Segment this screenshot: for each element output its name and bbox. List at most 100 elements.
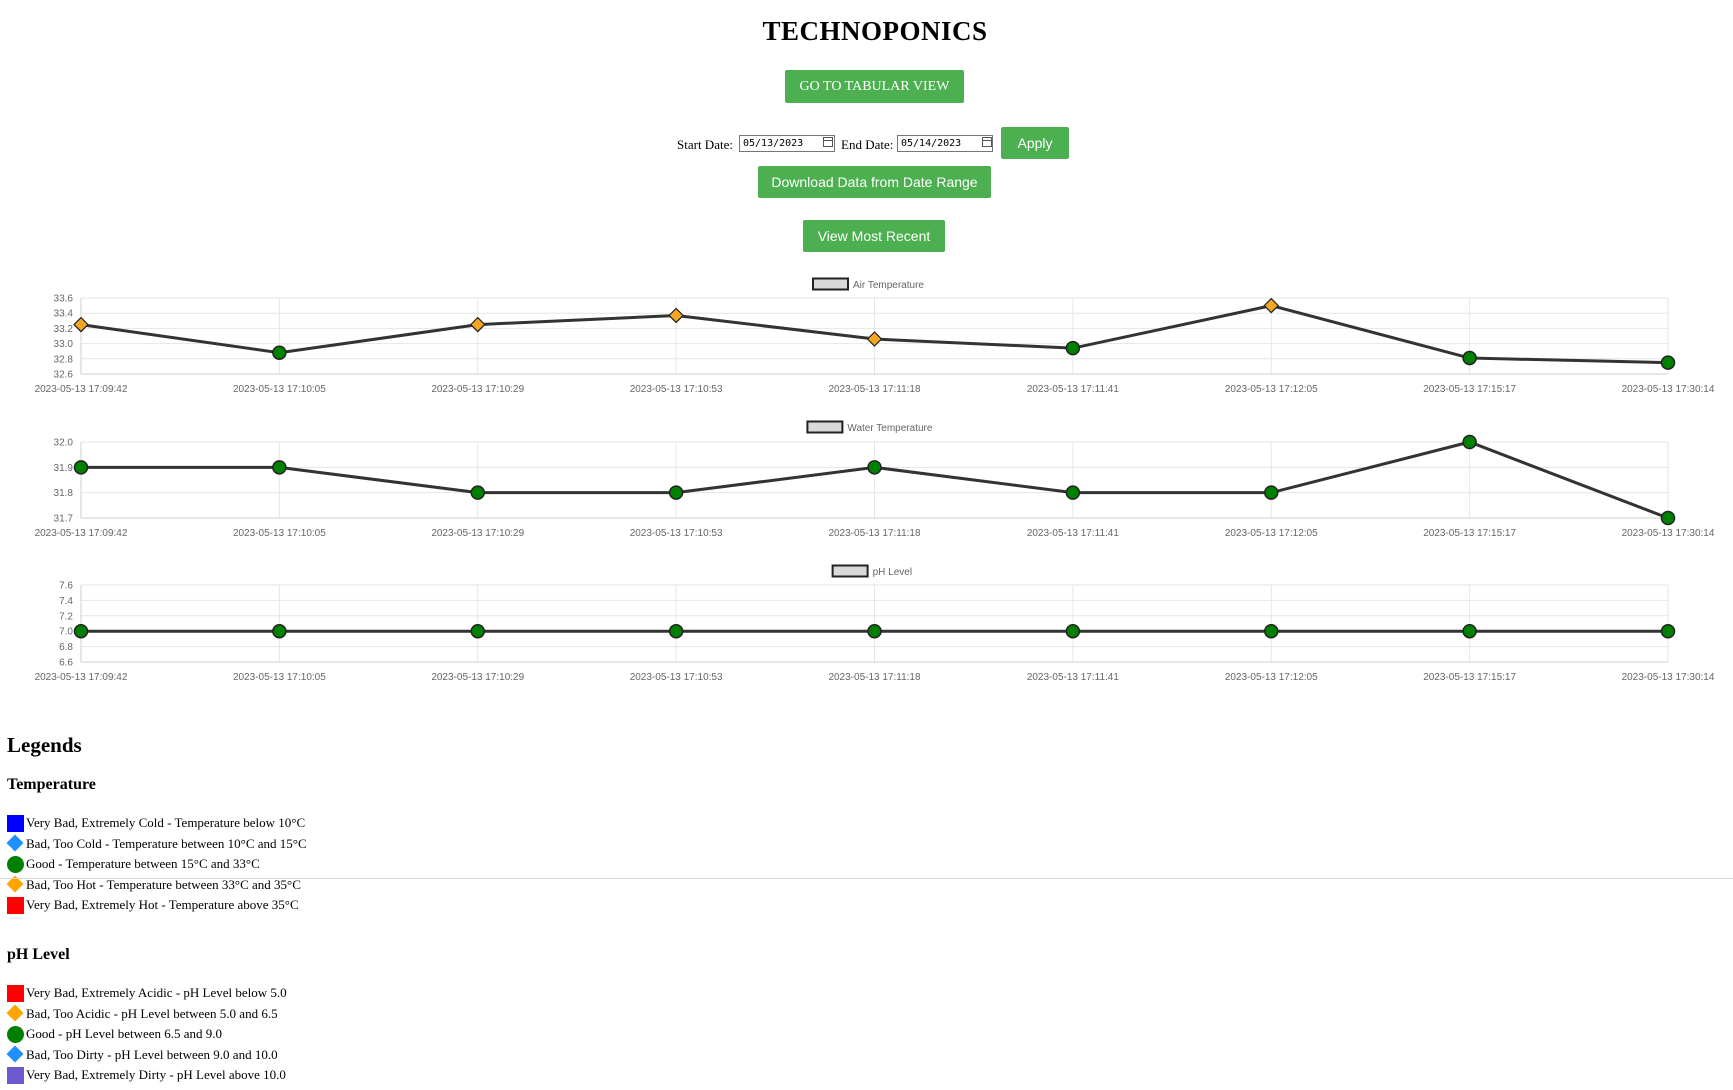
x-tick-label: 2023-05-13 17:15:17 <box>1423 528 1516 539</box>
x-tick-label: 2023-05-13 17:09:42 <box>35 384 128 395</box>
legend-item-label: Bad, Too Acidic - pH Level between 5.0 a… <box>26 1005 278 1021</box>
data-point <box>1462 623 1477 639</box>
date-filter: Start Date: End Date: <box>0 133 1733 155</box>
legend-item-label: Bad, Too Cold - Temperature between 10°C… <box>26 835 307 851</box>
data-point <box>668 485 684 500</box>
data-point <box>73 623 89 639</box>
divider <box>0 878 1733 879</box>
ph-legend-item: Very Bad, Extremely Dirty - pH Level abo… <box>7 1065 286 1085</box>
legends-heading: Legends <box>7 733 82 757</box>
download-button[interactable]: Download Data from Date Range <box>758 166 991 198</box>
sensor-charts: 33.6 33.4 33.2 33.0 32.8 32.6 2023-05-13 17:09… <box>35 277 1715 683</box>
data-point <box>866 331 883 347</box>
x-tick-label: 2023-05-13 17:12:05 <box>1225 384 1318 395</box>
data-point <box>668 307 684 324</box>
y-tick-label: 32.0 <box>54 438 74 449</box>
x-tick-label: 2023-05-13 17:12:05 <box>1225 672 1318 683</box>
x-tick-label: 2023-05-13 17:11:18 <box>828 528 921 539</box>
x-tick-label: 2023-05-13 17:11:41 <box>1027 528 1120 539</box>
circle-swatch-icon <box>7 1025 24 1043</box>
chart-1: 33.6 33.4 33.2 33.0 32.8 32.6 2023-05-13 17:09… <box>35 277 1715 395</box>
data-point <box>1462 350 1477 366</box>
temperature-legend-heading: Temperature <box>7 776 96 793</box>
page-title: TECHNOPONICS <box>762 16 988 46</box>
x-tick-label: 2023-05-13 17:10:05 <box>233 528 326 539</box>
apply-button[interactable]: Apply <box>1001 127 1069 159</box>
data-point <box>1660 623 1676 639</box>
data-point <box>1264 485 1279 500</box>
square-swatch-icon <box>7 814 24 832</box>
end-date-label: End Date: <box>841 137 894 152</box>
view-most-recent-button[interactable]: View Most Recent <box>803 220 945 252</box>
chart-3: 7.6 7.4 7.2 7.0 6.8 6.6 2023-05-13 17:09:42 202… <box>35 564 1715 683</box>
end-date-input[interactable] <box>897 135 993 152</box>
ph-legend-item: Bad, Too Dirty - pH Level between 9.0 an… <box>7 1045 278 1065</box>
legend-item-label: Very Bad, Extremely Cold - Temperature b… <box>26 815 306 830</box>
x-tick-label: 2023-05-13 17:09:42 <box>35 528 128 539</box>
x-tick-label: 2023-05-13 17:11:18 <box>828 384 921 395</box>
square-swatch-icon <box>7 984 24 1002</box>
data-point <box>1462 434 1477 450</box>
x-tick-label: 2023-05-13 17:10:53 <box>630 528 723 539</box>
y-tick-label: 32.8 <box>54 354 74 365</box>
y-tick-label: 7.4 <box>59 596 73 607</box>
x-tick-label: 2023-05-13 17:15:17 <box>1423 672 1516 683</box>
temperature-legend-item: Very Bad, Extremely Hot - Temperature ab… <box>7 895 299 915</box>
x-tick-label: 2023-05-13 17:15:17 <box>1423 384 1516 395</box>
y-tick-label: 32.6 <box>54 370 74 381</box>
data-point <box>272 345 287 360</box>
data-point <box>272 623 287 639</box>
ph-legend-item: Good - pH Level between 6.5 and 9.0 <box>7 1024 222 1044</box>
x-tick-label: 2023-05-13 17:10:29 <box>431 672 524 683</box>
legend-item-label: Good - Temperature between 15°C and 33°C <box>26 856 260 872</box>
legend-swatch <box>812 277 849 291</box>
legend-label: pH Level <box>873 567 912 578</box>
data-point <box>1263 297 1280 314</box>
data-point <box>867 460 882 475</box>
diamond-swatch-icon <box>7 1046 24 1063</box>
data-point <box>73 316 89 333</box>
diamond-swatch-icon <box>7 1005 24 1022</box>
y-tick-label: 7.2 <box>59 611 73 622</box>
data-point <box>867 623 882 639</box>
legend-item-label: Very Bad, Extremely Hot - Temperature ab… <box>26 897 299 913</box>
y-tick-label: 6.8 <box>59 642 73 653</box>
y-tick-label: 33.0 <box>54 339 74 350</box>
start-date-input[interactable] <box>739 135 835 152</box>
square-swatch-icon <box>7 896 24 914</box>
x-tick-label: 2023-05-13 17:12:05 <box>1225 528 1318 539</box>
start-date-label: Start Date: <box>677 137 733 152</box>
x-tick-label: 2023-05-13 17:10:53 <box>630 384 723 395</box>
legend-item-label: Very Bad, Extremely Dirty - pH Level abo… <box>26 1067 286 1083</box>
data-point <box>470 623 485 639</box>
legend-item-label: Good - pH Level between 6.5 and 9.0 <box>26 1026 223 1042</box>
data-point <box>668 623 684 639</box>
y-tick-label: 31.7 <box>54 514 74 525</box>
data-point <box>1065 340 1081 356</box>
data-point <box>1065 623 1081 639</box>
legend-swatch <box>806 420 844 434</box>
x-tick-label: 2023-05-13 17:30:14 <box>1622 672 1715 683</box>
y-tick-label: 31.9 <box>54 463 74 474</box>
calendar-icon[interactable] <box>982 137 992 147</box>
data-point <box>1264 623 1279 639</box>
x-tick-label: 2023-05-13 17:10:29 <box>431 384 524 395</box>
data-point <box>470 485 485 500</box>
x-tick-label: 2023-05-13 17:10:05 <box>233 672 326 683</box>
legend-item-label: Bad, Too Dirty - pH Level between 9.0 an… <box>26 1046 278 1062</box>
x-tick-label: 2023-05-13 17:11:41 <box>1027 384 1120 395</box>
x-tick-label: 2023-05-13 17:10:05 <box>233 384 326 395</box>
y-tick-label: 7.0 <box>59 627 73 638</box>
tabular-view-button[interactable]: GO TO TABULAR VIEW <box>785 70 964 103</box>
chart-2: 32.0 31.9 31.8 31.7 2023-05-13 17:09:42 2023-… <box>35 420 1715 539</box>
data-point <box>1660 355 1676 370</box>
calendar-icon[interactable] <box>823 137 833 147</box>
y-tick-label: 33.6 <box>54 294 74 305</box>
legend-label: Air Temperature <box>853 280 924 291</box>
y-tick-label: 33.2 <box>54 324 74 335</box>
square-swatch-icon <box>7 1066 24 1084</box>
y-tick-label: 7.6 <box>59 581 73 592</box>
data-point <box>1065 485 1081 500</box>
x-tick-label: 2023-05-13 17:09:42 <box>35 672 128 683</box>
y-tick-label: 6.6 <box>59 658 73 669</box>
